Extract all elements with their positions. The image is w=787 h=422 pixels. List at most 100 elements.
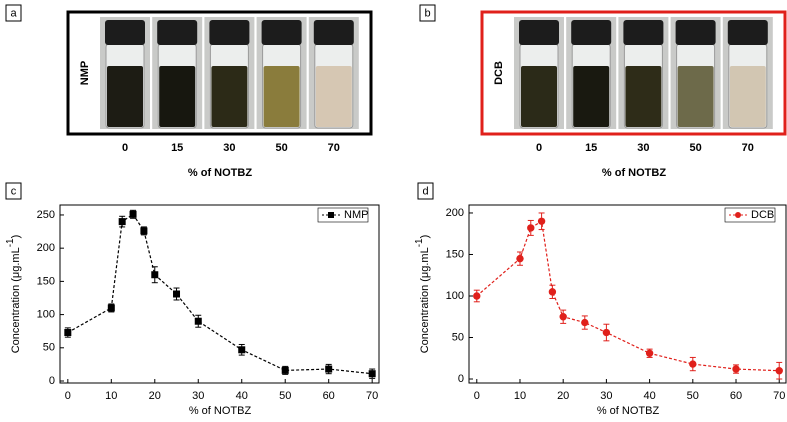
vial-cap bbox=[519, 20, 559, 45]
x-tick-label: 50 bbox=[687, 390, 699, 402]
x-tick-label: 0 bbox=[474, 390, 480, 402]
y-axis-title-text: Concentration (μg.mL bbox=[419, 247, 431, 353]
vial-liquid bbox=[729, 66, 766, 127]
x-tick-label: 0 bbox=[65, 390, 71, 402]
y-tick-label: 200 bbox=[446, 207, 464, 219]
vial-cap bbox=[675, 20, 716, 45]
vial-label: 70 bbox=[742, 142, 754, 154]
data-point bbox=[129, 210, 137, 218]
vial-liquid bbox=[263, 66, 300, 127]
y-tick-label: 50 bbox=[452, 331, 464, 343]
x-tick-label: 50 bbox=[279, 390, 291, 402]
vial-cap bbox=[105, 20, 145, 45]
vial-label: 50 bbox=[275, 142, 287, 154]
data-point bbox=[559, 313, 567, 321]
x-axis-title: % of NOTBZ bbox=[597, 405, 660, 417]
data-point bbox=[732, 365, 740, 373]
x-tick-label: 30 bbox=[192, 390, 204, 402]
vial-liquid bbox=[521, 66, 557, 127]
x-tick-label: 40 bbox=[643, 390, 655, 402]
panel-label: a bbox=[10, 7, 17, 19]
solvent-label: DCB bbox=[493, 61, 505, 85]
vial-liquid bbox=[211, 66, 248, 127]
data-point bbox=[516, 254, 524, 263]
vial-liquid bbox=[677, 66, 714, 127]
vial-cap bbox=[209, 20, 250, 45]
vial-cap bbox=[313, 20, 354, 45]
vial-label: 30 bbox=[637, 142, 649, 154]
data-point bbox=[64, 329, 72, 337]
series-line bbox=[476, 220, 780, 372]
legend-label: NMP bbox=[344, 209, 368, 221]
legend-marker bbox=[735, 212, 741, 218]
data-point bbox=[281, 366, 289, 374]
y-axis-title: Concentration (μg.mL-1) bbox=[414, 235, 431, 354]
y-axis-title: Concentration (μg.mL-1) bbox=[5, 235, 22, 354]
y-tick-label: 0 bbox=[458, 373, 464, 385]
y-tick-label: 150 bbox=[446, 248, 464, 260]
y-axis-title-sup: -1 bbox=[414, 238, 425, 247]
y-tick-label: 200 bbox=[37, 242, 55, 254]
y-tick-label: 50 bbox=[43, 342, 55, 354]
data-point bbox=[775, 367, 783, 375]
vial-liquid bbox=[315, 66, 352, 127]
y-tick-label: 150 bbox=[37, 275, 55, 287]
vial-liquid bbox=[573, 66, 610, 127]
vial-label: 0 bbox=[536, 142, 542, 154]
data-point bbox=[173, 290, 181, 298]
vial-label: 15 bbox=[585, 142, 597, 154]
x-tick-label: 40 bbox=[236, 390, 248, 402]
data-point bbox=[645, 349, 654, 357]
data-point bbox=[689, 360, 697, 368]
x-tick-label: 10 bbox=[105, 390, 117, 402]
vial-label: 15 bbox=[171, 142, 183, 154]
plot-frame bbox=[59, 204, 380, 384]
data-point bbox=[151, 271, 159, 279]
data-point bbox=[194, 317, 202, 325]
vial-liquid bbox=[159, 66, 196, 127]
x-tick-label: 10 bbox=[514, 390, 526, 402]
x-tick-label: 20 bbox=[149, 390, 161, 402]
panel-label: c bbox=[11, 185, 17, 197]
photo-xlabel: % of NOTBZ bbox=[602, 167, 666, 179]
y-axis-title-sup: -1 bbox=[5, 238, 16, 247]
y-axis-title-text: Concentration (μg.mL bbox=[10, 247, 22, 353]
y-tick-label: 0 bbox=[49, 375, 55, 387]
data-point bbox=[368, 370, 376, 378]
data-point bbox=[473, 292, 481, 300]
y-axis-title-end: ) bbox=[419, 235, 431, 239]
vial-cap bbox=[727, 20, 768, 45]
vial-liquid bbox=[625, 66, 662, 127]
x-tick-label: 30 bbox=[600, 390, 612, 402]
panel-label-box bbox=[419, 4, 436, 22]
vial-cap bbox=[261, 20, 302, 45]
y-axis-title-end: ) bbox=[10, 235, 22, 239]
vial-label: 50 bbox=[689, 142, 701, 154]
photo-xlabel: % of NOTBZ bbox=[188, 167, 252, 179]
panel-label-box bbox=[417, 182, 434, 200]
solvent-label: NMP bbox=[79, 61, 91, 85]
data-point bbox=[548, 288, 557, 296]
data-point bbox=[602, 328, 611, 337]
panel-label-box bbox=[5, 182, 22, 200]
x-tick-label: 20 bbox=[557, 390, 569, 402]
panel-label: d bbox=[422, 185, 428, 197]
y-tick-label: 100 bbox=[446, 290, 464, 302]
data-point bbox=[140, 227, 148, 235]
vial-label: 0 bbox=[122, 142, 128, 154]
vial-cap bbox=[157, 20, 198, 45]
y-tick-label: 250 bbox=[37, 209, 55, 221]
data-point bbox=[107, 304, 115, 312]
vial-label: 70 bbox=[328, 142, 340, 154]
x-tick-label: 60 bbox=[730, 390, 742, 402]
legend-label: DCB bbox=[751, 209, 774, 221]
data-point bbox=[537, 217, 546, 225]
panel-label-box bbox=[5, 4, 22, 22]
vial-cap bbox=[623, 20, 664, 45]
series-line bbox=[67, 213, 373, 375]
vial-cap bbox=[571, 20, 612, 45]
legend-marker bbox=[328, 212, 334, 218]
vial-label: 30 bbox=[223, 142, 235, 154]
legend-box bbox=[317, 207, 369, 223]
